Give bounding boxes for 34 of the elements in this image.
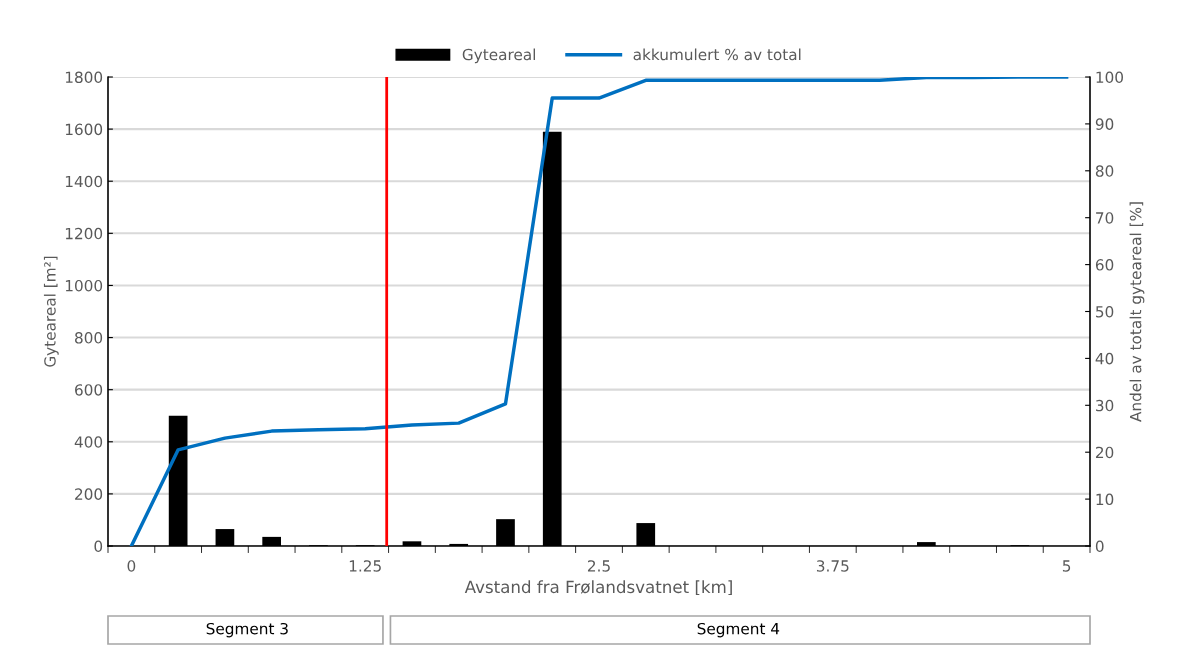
y-tick-label: 1600 [65,123,103,136]
line-series [129,77,1069,546]
y2-tick-label: 90 [1095,118,1114,130]
y-tick-label: 400 [74,436,103,448]
y-axis-title: Gyteareal [m²] [43,256,59,367]
y2-tick-label: 80 [1095,165,1114,177]
y2-tick-label: 0 [1095,540,1104,553]
y-tick-label: 1400 [65,175,103,188]
x-tick-label: 0 [127,560,136,572]
x-tick-label: 2.5 [587,560,610,572]
y2-tick-label: 60 [1095,259,1114,271]
y2-tick-label: 20 [1095,446,1114,459]
y-tick-label: 0 [94,540,103,553]
y-tick-label: 800 [75,332,103,344]
y2-axis-title: Andel av totalt gyteareal [%] [1129,202,1145,422]
y-tick-label: 1800 [65,71,103,84]
x-tick-label: 3.75 [816,560,849,572]
y2-tick-label: 30 [1096,399,1114,412]
y2-tick-label: 100 [1096,71,1124,84]
y2-tick-label: 50 [1096,305,1114,318]
x-tick-label: 1.25 [349,560,381,572]
y-tick-label: 1000 [65,279,103,292]
text: Segment 3 [206,622,288,638]
y2-tick-label: 10 [1096,493,1114,506]
y-tick-label: 1200 [65,227,103,240]
y-tick-label: 200 [75,488,103,500]
legend-label: Gyteareal [462,48,535,64]
y-tick-label: 600 [75,384,103,396]
y2-tick-label: 40 [1095,352,1114,365]
text: Segment 4 [697,622,780,638]
x-axis-title: Avstand fra Frølandsvatnet [km] [464,580,732,596]
x-tick-label: 5 [1062,560,1071,572]
y2-tick-label: 70 [1096,212,1114,224]
legend-label: akkumulert % av total [633,48,801,61]
